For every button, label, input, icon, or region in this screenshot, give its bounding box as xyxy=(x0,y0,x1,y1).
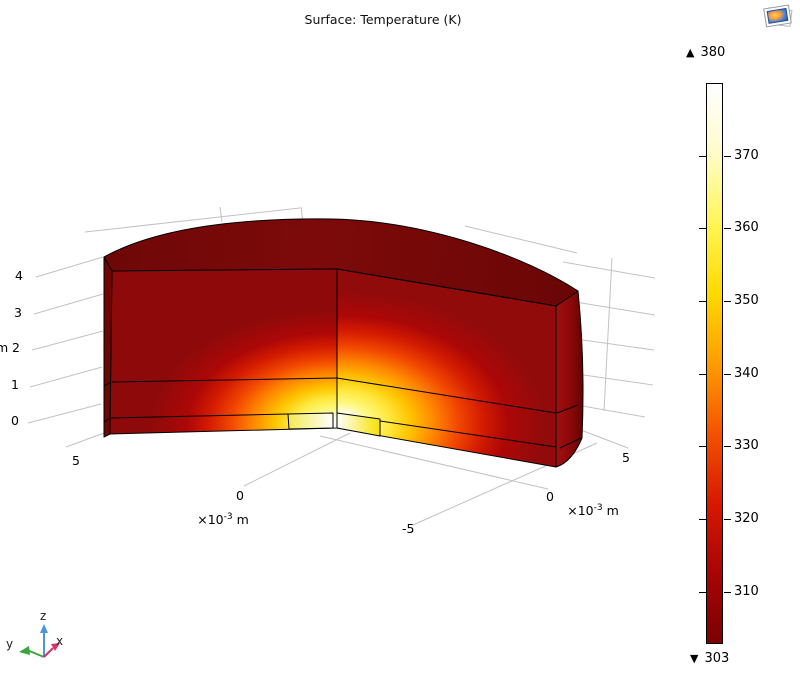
y-axis-unit: ×10-3 m xyxy=(197,512,249,528)
colorbar-max: ▲ 380 xyxy=(686,45,726,60)
z-tick-1: 1 xyxy=(11,377,19,392)
y-axis-label: y xyxy=(6,637,14,651)
x-axis-arrowhead xyxy=(51,643,60,651)
y-tick-0: 0 xyxy=(236,488,244,503)
z-axis-unit-fragment: m xyxy=(0,340,9,355)
colorbar-min: ▼ 303 xyxy=(690,651,730,666)
axis-grid xyxy=(27,206,656,526)
y-axis-arrow xyxy=(26,649,45,658)
z-axis-label: z xyxy=(40,609,47,623)
down-triangle-icon: ▼ xyxy=(690,652,699,665)
y-axis-arrowhead xyxy=(19,646,30,655)
y-tick-5: 5 xyxy=(72,453,80,468)
z-axis-arrowhead xyxy=(40,624,48,633)
x-tick-0: 0 xyxy=(546,489,554,504)
z-tick-4: 4 xyxy=(15,268,23,283)
x-axis-label: x xyxy=(56,634,64,648)
x-axis-arrow xyxy=(43,647,54,658)
x-tick-neg5: -5 xyxy=(402,521,415,536)
plot-title: Surface: Temperature (K) xyxy=(304,12,462,27)
cylinder-right-rim xyxy=(555,290,584,468)
cylinder-top-face xyxy=(103,218,579,307)
coordinate-triad xyxy=(19,624,60,658)
z-tick-0: 0 xyxy=(11,413,19,428)
surface-plot-icon[interactable] xyxy=(763,4,793,28)
up-triangle-icon: ▲ xyxy=(686,46,695,59)
x-tick-5: 5 xyxy=(622,450,630,465)
z-tick-3: 3 xyxy=(14,305,22,320)
z-tick-2: 2 xyxy=(12,340,20,355)
x-axis-unit: ×10-3 m xyxy=(567,503,619,519)
cross-section-left-face xyxy=(109,268,338,435)
heat-source-chip-left xyxy=(287,412,334,430)
temperature-surface-model xyxy=(103,218,584,468)
colorbar-gradient xyxy=(706,83,723,644)
